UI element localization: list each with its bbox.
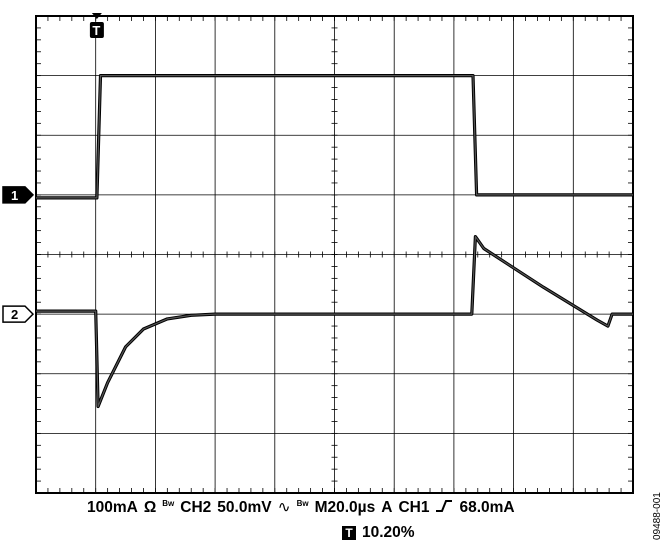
channel-1-label: 1: [11, 188, 18, 203]
channel-1-marker: [2, 186, 35, 204]
graticule: [35, 15, 634, 494]
ch1-scale: 100mA: [87, 499, 138, 516]
channel-2-label: 2: [11, 307, 18, 322]
trigger-source: CH1: [398, 499, 430, 516]
markers: 1 2 T: [2, 13, 104, 323]
trace-ch1-core: [36, 75, 633, 199]
status-line: 100mA Ω Bw CH2 50.0mV ∿ Bw M20.0µs A CH1 68.0mA: [87, 498, 521, 517]
traces: [36, 74, 633, 409]
ch2-bw-label: Bw: [296, 498, 309, 508]
ch1-coupling: Ω Bw: [144, 499, 174, 516]
trace-ch2-core: [36, 236, 633, 408]
figure-id: 09488-001: [652, 492, 662, 540]
ch2-label: CH2: [180, 499, 212, 516]
ch1-coupling-symbol: Ω: [143, 499, 157, 516]
trigger-icon: T: [342, 526, 356, 540]
trigger-marker-label: T: [92, 23, 100, 38]
ch1-bw-label: Bw: [162, 498, 175, 508]
trigger-mode: A: [381, 499, 393, 516]
trigger-position-value: 10.20%: [362, 524, 415, 541]
channel-2-marker: [2, 305, 35, 323]
rising-edge-icon: [435, 499, 453, 516]
trigger-position-line: T 10.20%: [342, 524, 415, 542]
trigger-level: 68.0mA: [459, 499, 515, 516]
ch2-scale: 50.0mV: [217, 499, 272, 516]
timebase: M20.0µs: [314, 499, 376, 516]
trigger-arrow-icon: [91, 13, 102, 19]
trigger-badge: [89, 22, 104, 38]
scope-screen: 1 2 T: [2, 13, 634, 494]
ch2-bw-icon: ∿ Bw: [277, 498, 309, 516]
